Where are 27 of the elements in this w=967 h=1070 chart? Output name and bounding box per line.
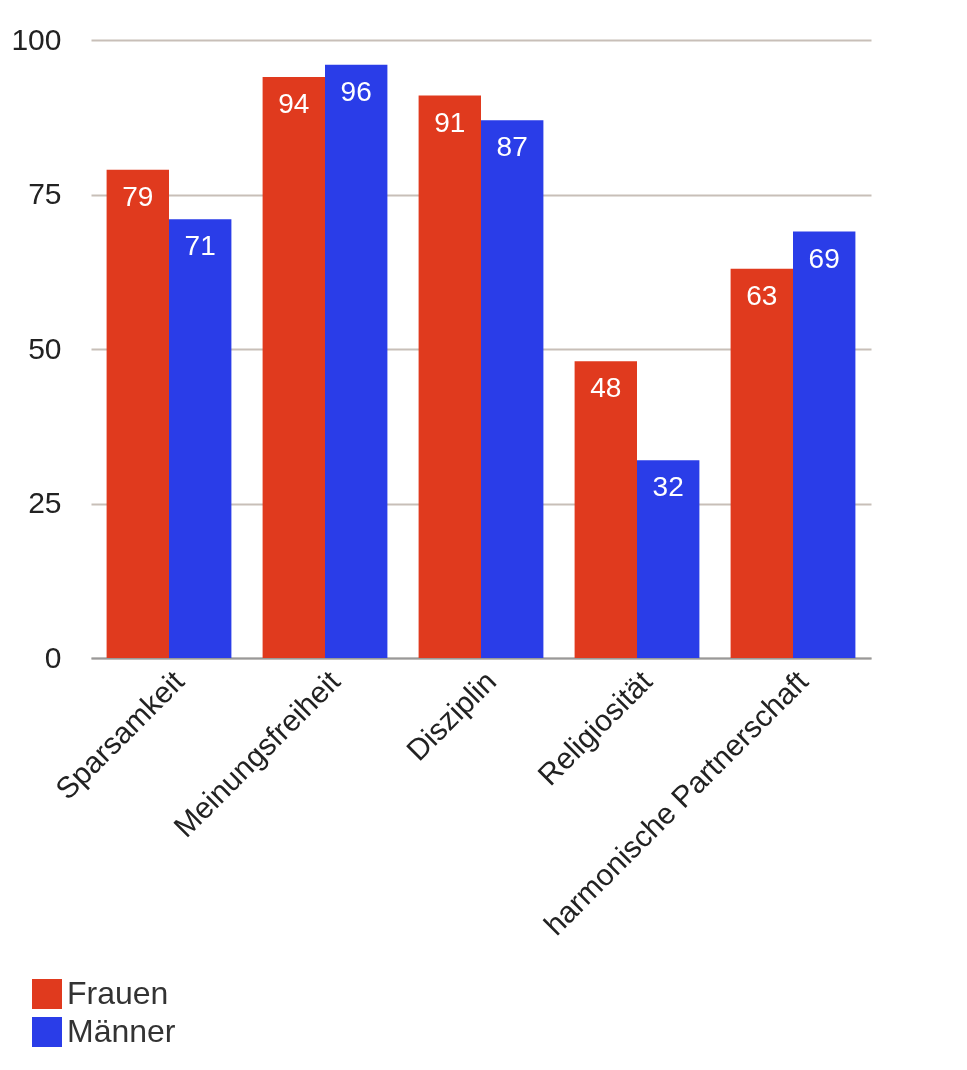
bar <box>106 169 169 658</box>
data-label: 94 <box>278 88 310 120</box>
bar <box>169 219 232 658</box>
bar <box>574 361 637 658</box>
data-label: 48 <box>590 372 622 404</box>
bar <box>262 77 325 658</box>
bar <box>481 120 544 658</box>
data-label: 96 <box>340 75 372 107</box>
bar <box>325 64 388 658</box>
y-tick-label: 0 <box>44 640 62 674</box>
legend-label: Frauen <box>67 975 169 1011</box>
legend-label: Männer <box>67 1013 176 1049</box>
bar <box>418 95 481 658</box>
data-label: 71 <box>184 230 216 262</box>
data-label: 87 <box>496 131 528 163</box>
data-label: 32 <box>652 471 684 503</box>
data-label: 69 <box>808 242 840 274</box>
data-label: 91 <box>434 106 466 138</box>
bar <box>730 268 793 658</box>
bar <box>793 231 856 658</box>
bar <box>637 460 700 658</box>
y-tick-label: 75 <box>28 177 62 210</box>
y-tick-label: 50 <box>28 331 62 365</box>
y-tick-label: 25 <box>28 486 62 519</box>
data-label: 79 <box>122 180 154 212</box>
data-label: 63 <box>746 279 778 311</box>
y-tick-label: 100 <box>11 22 62 56</box>
